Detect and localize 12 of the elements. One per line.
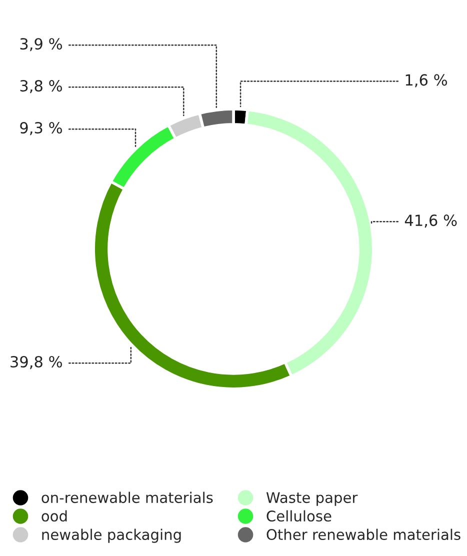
data-label: 9,3 %: [20, 122, 62, 136]
data-label: 3,9 %: [20, 38, 62, 52]
legend-label: Cellulose: [266, 510, 332, 522]
legend-label: Other renewable materials: [266, 528, 460, 540]
legend-label: ood: [42, 510, 67, 522]
legend-label: on-renewable materials: [42, 492, 213, 504]
legend-label: Waste paper: [266, 492, 358, 506]
legend-label: newable packaging: [42, 528, 181, 543]
data-label: 1,6 %: [406, 74, 447, 88]
data-label: 3,8 %: [20, 80, 62, 94]
data-label: 39,8 %: [10, 356, 62, 370]
data-label: 41,6 %: [404, 214, 457, 228]
